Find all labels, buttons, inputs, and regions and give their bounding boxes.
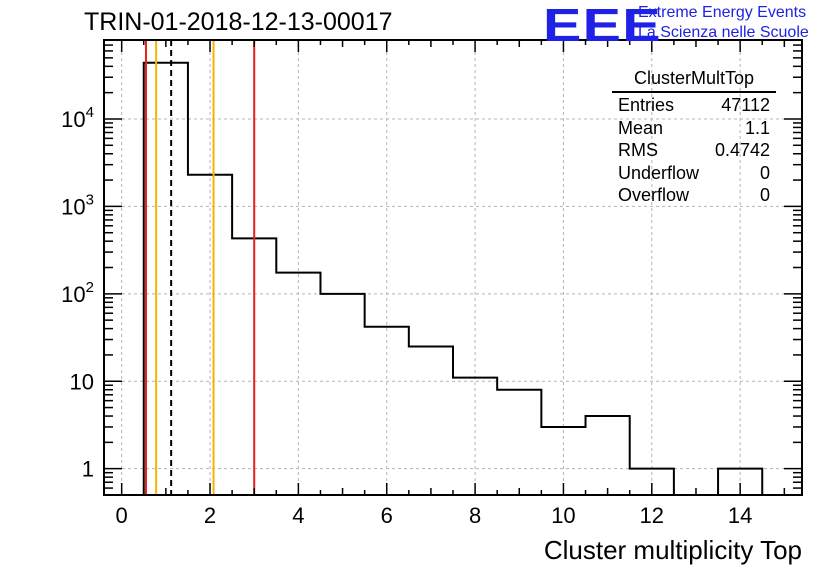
chart-title: TRIN-01-2018-12-13-00017 xyxy=(84,8,393,36)
stats-title: ClusterMultTop xyxy=(612,68,776,93)
y-tick-label: 103 xyxy=(61,191,94,219)
histogram-outline xyxy=(142,61,764,496)
stats-row-underflow: Underflow 0 xyxy=(612,162,776,185)
axes: 0 2 4 6 8 10 12 14 1 10 102 103 104 xyxy=(61,39,803,528)
y-tick-label: 10 xyxy=(70,369,94,394)
stats-value: 0 xyxy=(759,185,770,206)
histogram-series xyxy=(142,61,764,496)
stats-value: 0 xyxy=(759,162,770,183)
stats-row-entries: Entries 47112 xyxy=(612,94,776,117)
y-tick-label: 102 xyxy=(61,279,94,307)
stats-row-rms: RMS 0.4742 xyxy=(612,139,776,162)
stats-label: Mean xyxy=(618,117,664,138)
stats-value: 47112 xyxy=(721,95,770,115)
logo-subtitle-1: Extreme Energy Events xyxy=(638,4,807,21)
stats-row-mean: Mean 1.1 xyxy=(612,117,776,140)
stats-label: Overflow xyxy=(618,185,690,206)
histogram-bin xyxy=(320,294,364,495)
y-tick-label: 1 xyxy=(82,457,94,482)
x-tick-label: 14 xyxy=(728,503,752,528)
x-tick-label: 4 xyxy=(292,503,304,528)
x-tick-label: 0 xyxy=(116,503,128,528)
x-tick-label: 8 xyxy=(469,503,481,528)
x-axis-label: Cluster multiplicity Top xyxy=(543,535,802,565)
stats-label: RMS xyxy=(618,140,658,161)
x-tick-label: 10 xyxy=(551,503,575,528)
y-tick-label: 104 xyxy=(61,104,94,132)
histogram-bin xyxy=(276,273,320,495)
eee-logo: EEE xyxy=(543,0,662,51)
histogram-bin xyxy=(365,327,409,495)
stats-label: Underflow xyxy=(618,162,700,183)
histogram-bin xyxy=(144,63,188,495)
grid xyxy=(104,40,802,495)
histogram-bin xyxy=(586,416,630,495)
x-tick-label: 12 xyxy=(640,503,664,528)
stats-label: Entries xyxy=(618,95,675,115)
vertical-markers xyxy=(144,40,256,495)
histogram-bin xyxy=(453,378,497,495)
x-tick-label: 6 xyxy=(381,503,393,528)
logo-subtitle-2: La Scienza nelle Scuole xyxy=(638,24,809,41)
stats-box: ClusterMultTop Entries 47112 Mean 1.1 RM… xyxy=(612,68,776,207)
histogram-bin xyxy=(409,346,453,495)
stats-value: 0.4742 xyxy=(714,140,770,161)
histogram-bin xyxy=(497,390,541,495)
stats-value: 1.1 xyxy=(744,117,770,138)
x-tick-label: 2 xyxy=(204,503,216,528)
histogram-bin xyxy=(188,175,232,495)
stats-row-overflow: Overflow 0 xyxy=(612,184,776,207)
